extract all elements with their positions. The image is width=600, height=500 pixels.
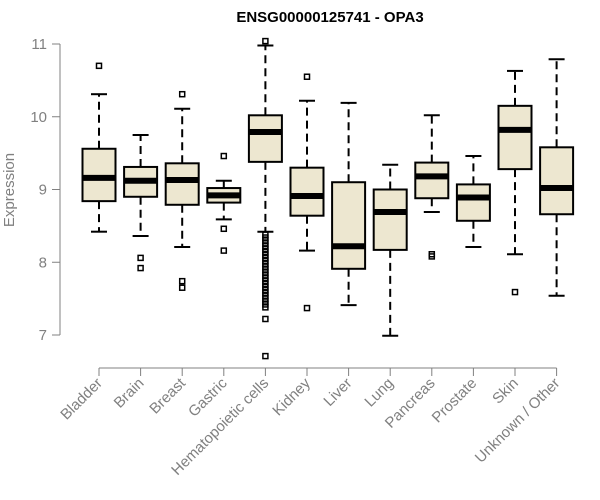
x-tick-label: Kidney xyxy=(269,374,314,419)
box-lung xyxy=(372,163,408,337)
iqr-box xyxy=(372,188,408,251)
y-tick-label: 10 xyxy=(30,109,47,126)
outlier-point xyxy=(178,277,186,285)
outlier-point xyxy=(303,304,311,312)
box-kidney xyxy=(289,73,325,312)
x-tick-label: Brain xyxy=(111,375,148,412)
outlier-point xyxy=(137,264,144,272)
outlier-point xyxy=(220,152,228,160)
y-tick-label: 7 xyxy=(39,327,47,344)
boxes xyxy=(81,37,575,360)
box-hematopoietic-cells xyxy=(247,37,283,360)
outlier-point xyxy=(262,37,269,45)
outlier-point xyxy=(220,247,228,254)
box-skin xyxy=(497,69,533,296)
outlier-point xyxy=(137,254,144,262)
iqr-box xyxy=(164,162,200,206)
box-unknown-other xyxy=(539,58,575,297)
outlier-point xyxy=(95,62,103,70)
outlier-point xyxy=(220,225,228,233)
outlier-point xyxy=(262,352,269,360)
x-tick-label: Liver xyxy=(320,375,355,410)
box-breast xyxy=(164,90,200,291)
y-tick-label: 8 xyxy=(39,254,47,271)
outlier-point xyxy=(511,288,519,296)
iqr-box xyxy=(331,181,367,270)
box-liver xyxy=(331,101,367,307)
x-tick-label: Bladder xyxy=(57,375,106,424)
y-axis-label: Expression xyxy=(1,153,18,227)
outlier-point xyxy=(303,73,311,80)
x-tick-label: Prostate xyxy=(429,375,481,427)
outlier-point xyxy=(428,253,436,260)
outlier-point xyxy=(262,304,269,311)
iqr-box xyxy=(497,104,533,171)
y-tick-label: 9 xyxy=(39,182,47,199)
outlier-point xyxy=(178,90,186,98)
iqr-box xyxy=(455,183,491,222)
box-pancreas xyxy=(414,114,450,260)
iqr-box xyxy=(247,114,283,163)
outlier-point xyxy=(178,284,186,291)
iqr-box xyxy=(414,161,450,200)
outlier-point xyxy=(262,315,269,323)
iqr-box xyxy=(289,166,325,217)
box-prostate xyxy=(455,155,491,248)
chart-title: ENSG00000125741 - OPA3 xyxy=(236,9,423,26)
x-tick-label: Skin xyxy=(489,375,522,408)
x-tick-label: Lung xyxy=(361,375,397,411)
iqr-box xyxy=(539,146,575,216)
box-bladder xyxy=(81,62,117,233)
box-brain xyxy=(123,133,159,272)
x-tick-label: Breast xyxy=(146,374,189,417)
y-tick-label: 11 xyxy=(31,36,47,53)
box-gastric xyxy=(206,152,242,254)
y-axis: 7 8 9 10 11 xyxy=(30,36,61,344)
